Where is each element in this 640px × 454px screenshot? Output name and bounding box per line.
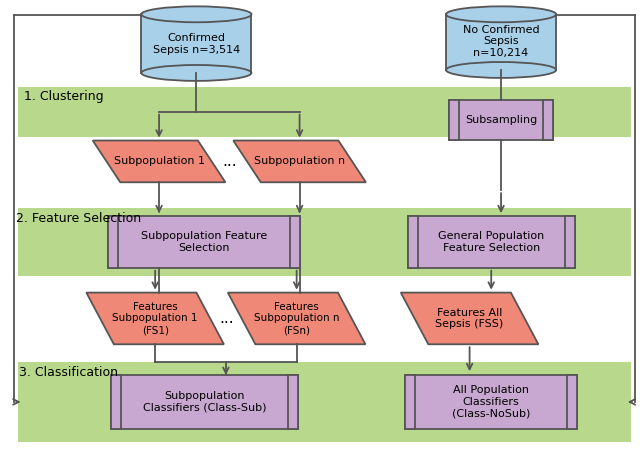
Text: General Population
Feature Selection: General Population Feature Selection	[438, 231, 545, 253]
Ellipse shape	[446, 6, 556, 22]
Bar	[108, 216, 118, 268]
Text: Subpopulation Feature
Selection: Subpopulation Feature Selection	[141, 231, 268, 253]
Polygon shape	[86, 292, 224, 344]
Bar	[449, 100, 552, 139]
Text: Subpopulation 1: Subpopulation 1	[113, 157, 205, 167]
Text: Features
Subpopulation n
(FSn): Features Subpopulation n (FSn)	[254, 302, 339, 335]
Polygon shape	[228, 292, 365, 344]
Bar	[543, 100, 552, 139]
Text: Subsampling: Subsampling	[465, 115, 537, 125]
Bar	[449, 100, 460, 139]
Bar	[111, 375, 298, 429]
Bar	[568, 375, 577, 429]
Bar	[408, 216, 417, 268]
Bar	[405, 375, 415, 429]
Ellipse shape	[141, 65, 252, 81]
Text: Confirmed
Sepsis n=3,514: Confirmed Sepsis n=3,514	[153, 33, 240, 55]
Bar	[17, 208, 631, 276]
Polygon shape	[401, 292, 538, 344]
Bar	[565, 216, 575, 268]
Bar	[141, 15, 252, 73]
Text: No Confirmed
Sepsis
n=10,214: No Confirmed Sepsis n=10,214	[463, 25, 540, 58]
Bar	[291, 216, 300, 268]
Text: Features All
Sepsis (FSS): Features All Sepsis (FSS)	[435, 308, 504, 329]
Bar	[288, 375, 298, 429]
Text: Subpopulation n: Subpopulation n	[254, 157, 345, 167]
Text: Features
Subpopulation 1
(FS1): Features Subpopulation 1 (FS1)	[113, 302, 198, 335]
Bar	[108, 216, 300, 268]
Text: 2. Feature Selection: 2. Feature Selection	[16, 212, 141, 225]
Text: 3. Classification: 3. Classification	[19, 365, 118, 379]
Text: ...: ...	[220, 311, 234, 326]
Text: Subpopulation
Classifiers (Class-Sub): Subpopulation Classifiers (Class-Sub)	[143, 391, 266, 413]
Bar	[17, 87, 631, 137]
Polygon shape	[93, 141, 225, 182]
Ellipse shape	[446, 62, 556, 78]
Text: All Population
Classifiers
(Class-NoSub): All Population Classifiers (Class-NoSub)	[452, 385, 531, 419]
Ellipse shape	[141, 6, 252, 22]
Bar	[405, 375, 577, 429]
Polygon shape	[233, 141, 366, 182]
Text: ...: ...	[223, 154, 237, 169]
Bar	[446, 15, 556, 70]
Bar	[17, 362, 631, 442]
Text: 1. Clustering: 1. Clustering	[24, 90, 104, 104]
Bar	[408, 216, 575, 268]
Bar	[111, 375, 121, 429]
